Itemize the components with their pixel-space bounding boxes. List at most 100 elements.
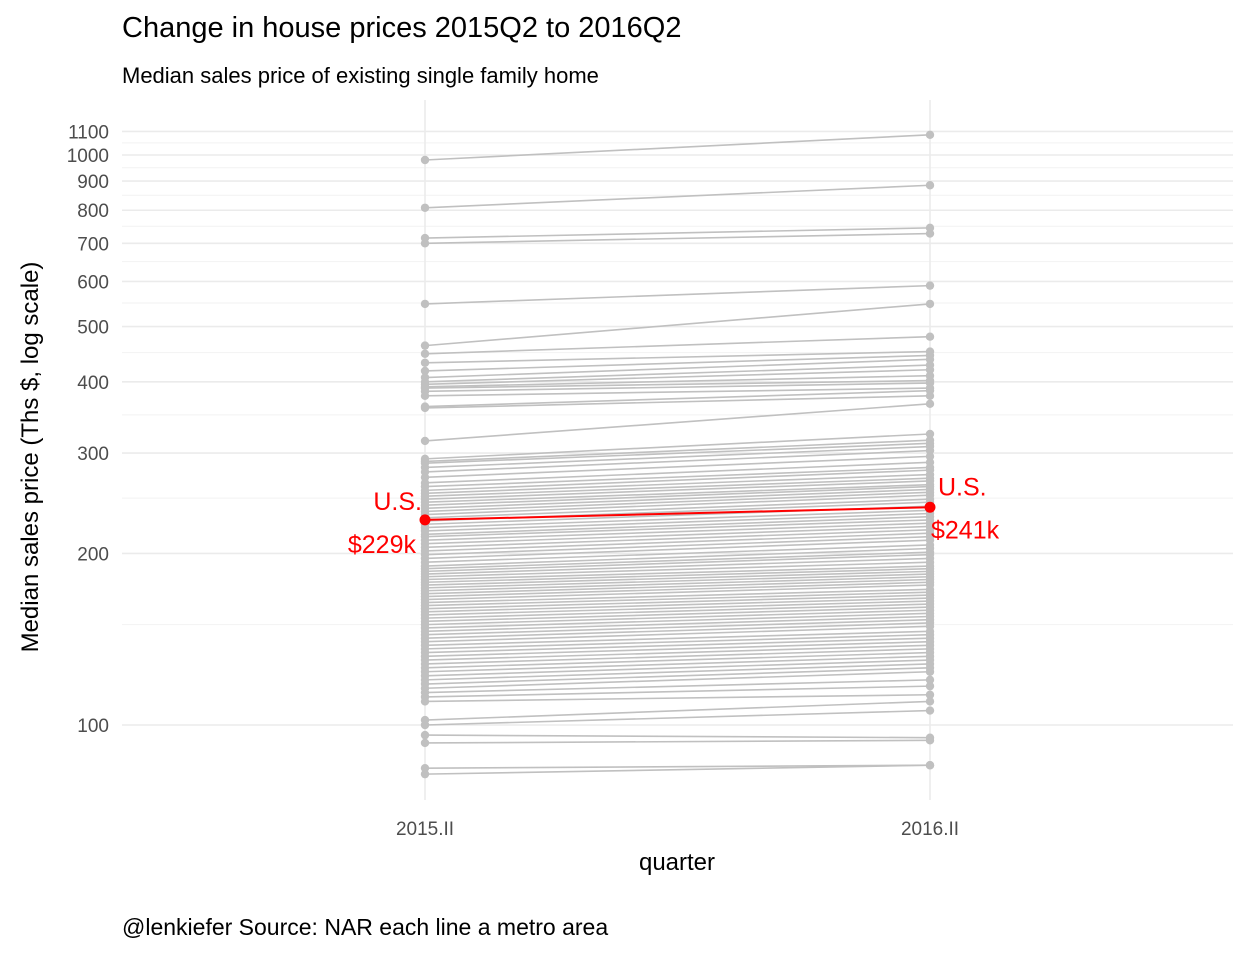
metro-line <box>424 134 931 161</box>
metro-line <box>424 644 931 661</box>
metro-line <box>424 618 931 636</box>
metro-line <box>424 633 931 650</box>
metro-point <box>925 681 935 691</box>
metro-line <box>424 561 931 578</box>
metro-line <box>424 439 931 463</box>
metro-line <box>424 625 931 643</box>
metro-line <box>424 591 931 607</box>
metro-line <box>424 449 931 473</box>
metro-line <box>424 535 931 556</box>
metro-point <box>420 697 430 706</box>
chart-title: Change in house prices 2015Q2 to 2016Q2 <box>122 12 682 44</box>
metro-line <box>424 488 931 510</box>
metro-line <box>424 483 931 503</box>
metro-point <box>420 239 430 248</box>
metro-line <box>424 734 931 739</box>
metro-line <box>424 551 931 570</box>
metro-line <box>424 485 931 507</box>
metro-point <box>925 736 935 745</box>
metro-line <box>424 570 931 586</box>
metro-line <box>424 525 931 545</box>
metro-point <box>925 675 935 685</box>
chart-subtitle: Median sales price of existing single fa… <box>122 63 599 88</box>
metro-line <box>424 584 931 601</box>
metro-point <box>925 332 935 341</box>
metro-line <box>424 529 931 549</box>
metro-point <box>925 761 935 770</box>
metro-point <box>925 452 935 461</box>
metro-line <box>424 600 931 616</box>
metro-point <box>925 229 935 238</box>
y-tick-label: 600 <box>77 272 109 293</box>
metro-line <box>424 663 931 681</box>
metro-line <box>424 455 931 479</box>
y-tick-label: 500 <box>77 318 109 339</box>
metro-line <box>424 532 931 552</box>
metro-line <box>424 522 931 541</box>
metro-line <box>424 615 931 633</box>
us-point <box>419 514 431 526</box>
metro-point <box>925 429 935 439</box>
metro-point <box>925 130 935 140</box>
metro-line <box>424 565 931 581</box>
metro-line <box>424 433 931 460</box>
metro-line <box>424 606 931 623</box>
y-axis-title: Median sales price (Ths $, log scale) <box>17 262 44 653</box>
metro-point <box>925 706 935 715</box>
metro-line <box>424 622 931 639</box>
metro-line <box>424 581 931 598</box>
metro-point <box>925 365 935 374</box>
metro-line <box>424 588 931 604</box>
metro-point <box>925 399 935 409</box>
metro-point <box>420 358 430 367</box>
metro-line <box>424 700 931 721</box>
metro-point <box>925 299 935 309</box>
metro-line <box>424 655 931 673</box>
metro-line <box>424 553 931 573</box>
metro-line <box>424 764 931 769</box>
metro-line <box>424 358 931 379</box>
metro-line <box>424 594 931 610</box>
us-point <box>924 501 936 513</box>
y-tick-label: 900 <box>77 172 109 193</box>
metro-line <box>424 480 931 500</box>
metro-line <box>424 640 931 658</box>
metro-line <box>424 670 931 690</box>
y-axis-ticks: 100 200 300 400 500 600 700 800 900 1000 1100 <box>67 122 109 737</box>
y-tick-label: 1100 <box>68 122 109 143</box>
metro-line <box>424 469 931 492</box>
metro-line <box>424 609 931 626</box>
y-tick-label: 1000 <box>67 146 109 167</box>
metro-line <box>424 544 931 564</box>
metro-line <box>424 387 931 397</box>
metro-line <box>424 685 931 698</box>
metro-point <box>420 436 430 446</box>
metro-line <box>424 519 931 538</box>
metro-line <box>424 557 931 575</box>
x-axis-title: quarter <box>639 849 715 876</box>
y-tick-label: 800 <box>77 201 109 222</box>
metro-point <box>925 667 935 676</box>
metro-line <box>424 509 931 529</box>
metro-line <box>424 494 931 516</box>
chart-caption: @lenkiefer Source: NAR each line a metro… <box>122 914 609 940</box>
metro-line <box>424 379 931 389</box>
metro-series <box>420 130 935 779</box>
metro-line <box>424 539 931 560</box>
metro-line <box>424 630 931 647</box>
metro-line <box>424 284 931 305</box>
metro-point <box>420 730 430 740</box>
metro-line <box>424 578 931 595</box>
metro-line <box>424 403 931 442</box>
y-tick-label: 700 <box>77 234 109 255</box>
us-line <box>424 506 931 521</box>
metro-point <box>925 181 935 190</box>
metro-line <box>424 303 931 347</box>
metro-line <box>424 637 931 654</box>
metro-line <box>424 466 931 488</box>
metro-point <box>420 299 430 309</box>
us-value-label-2016: $241k <box>931 516 1000 544</box>
y-tick-label: 200 <box>77 544 109 565</box>
y-tick-label: 400 <box>77 373 109 394</box>
